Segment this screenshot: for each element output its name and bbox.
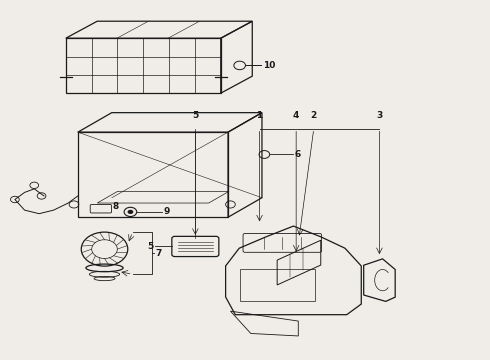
Text: 9: 9 (163, 207, 170, 216)
Circle shape (127, 210, 133, 214)
Text: 2: 2 (311, 111, 317, 120)
Text: 6: 6 (295, 150, 301, 159)
Text: 7: 7 (156, 249, 162, 258)
Text: 3: 3 (376, 111, 383, 120)
Text: 5: 5 (192, 111, 198, 120)
Text: 5: 5 (147, 242, 154, 251)
Text: 1: 1 (256, 111, 263, 120)
Text: 8: 8 (112, 202, 118, 211)
Text: 4: 4 (293, 111, 299, 120)
Text: 10: 10 (263, 61, 275, 70)
